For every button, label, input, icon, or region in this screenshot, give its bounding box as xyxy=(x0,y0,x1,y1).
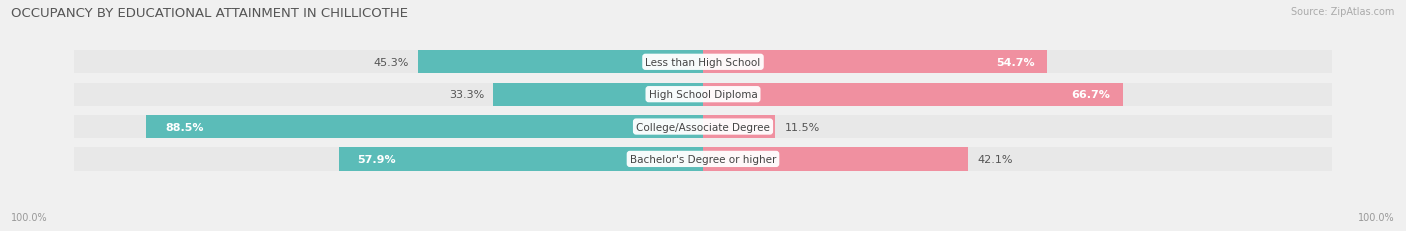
Text: 88.5%: 88.5% xyxy=(165,122,204,132)
Bar xyxy=(494,83,703,106)
Text: 33.3%: 33.3% xyxy=(449,90,484,100)
Bar xyxy=(339,148,703,171)
Text: 11.5%: 11.5% xyxy=(785,122,820,132)
Text: 45.3%: 45.3% xyxy=(373,58,409,67)
Text: OCCUPANCY BY EDUCATIONAL ATTAINMENT IN CHILLICOTHE: OCCUPANCY BY EDUCATIONAL ATTAINMENT IN C… xyxy=(11,7,408,20)
Text: 57.9%: 57.9% xyxy=(357,154,396,164)
Text: 42.1%: 42.1% xyxy=(977,154,1012,164)
Bar xyxy=(703,51,1333,74)
Text: College/Associate Degree: College/Associate Degree xyxy=(636,122,770,132)
Bar xyxy=(703,83,1123,106)
Text: Bachelor's Degree or higher: Bachelor's Degree or higher xyxy=(630,154,776,164)
Bar xyxy=(73,148,703,171)
Bar xyxy=(73,116,703,139)
Bar xyxy=(703,51,1047,74)
Text: Source: ZipAtlas.com: Source: ZipAtlas.com xyxy=(1291,7,1395,17)
Bar xyxy=(146,116,703,139)
Bar xyxy=(703,116,775,139)
Bar xyxy=(703,148,1333,171)
Text: 100.0%: 100.0% xyxy=(1358,212,1395,222)
Bar xyxy=(703,83,1333,106)
Bar xyxy=(418,51,703,74)
Bar xyxy=(703,148,967,171)
Bar xyxy=(703,116,1333,139)
Text: High School Diploma: High School Diploma xyxy=(648,90,758,100)
Text: Less than High School: Less than High School xyxy=(645,58,761,67)
Bar xyxy=(73,51,703,74)
Text: 54.7%: 54.7% xyxy=(995,58,1035,67)
Text: 66.7%: 66.7% xyxy=(1071,90,1111,100)
Text: 100.0%: 100.0% xyxy=(11,212,48,222)
Bar xyxy=(73,83,703,106)
